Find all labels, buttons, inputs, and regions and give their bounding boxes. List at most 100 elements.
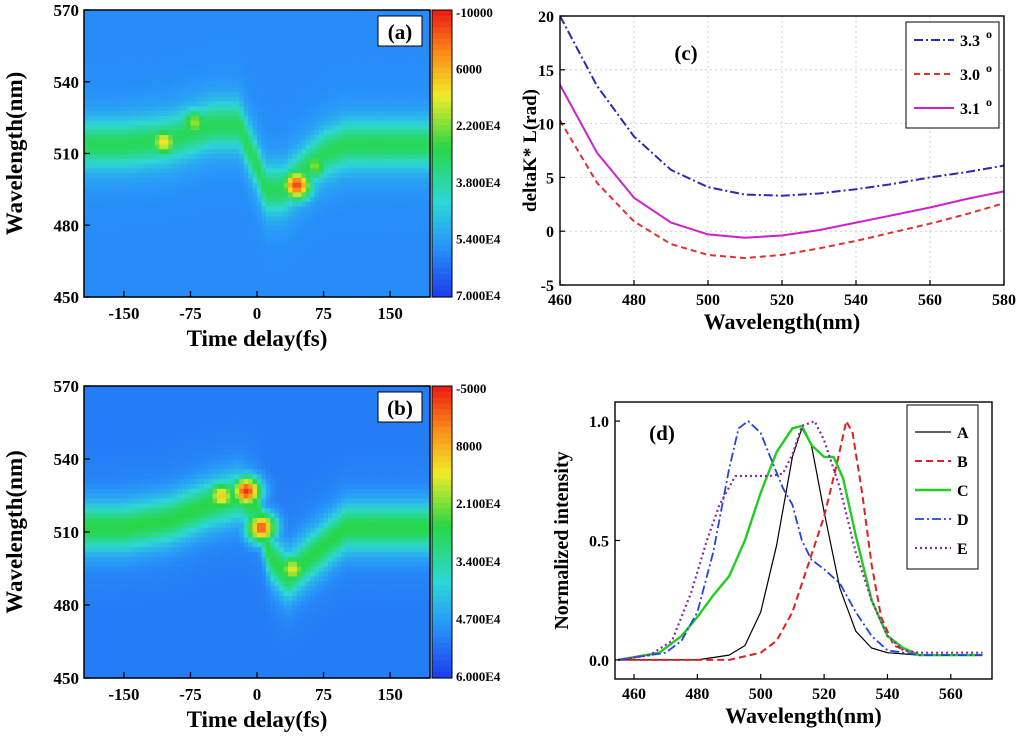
heatmap-cell — [359, 76, 365, 83]
heatmap-cell — [407, 139, 413, 145]
heatmap-cell — [257, 158, 263, 164]
heatmap-cell — [110, 57, 116, 64]
heatmap-cell — [106, 292, 112, 298]
heatmap-cell — [92, 653, 98, 660]
heatmap-cell — [163, 43, 169, 49]
heatmap-cell — [310, 62, 316, 68]
heatmap-cell — [92, 502, 98, 509]
heatmap-cell — [252, 215, 258, 222]
heatmap-cell — [367, 14, 373, 21]
heatmap-cell — [319, 29, 325, 35]
heatmap-cell — [394, 230, 400, 236]
heatmap-cell — [115, 53, 121, 59]
colorbar-segment — [432, 285, 452, 292]
heatmap-cell — [314, 196, 320, 202]
heatmap-cell — [84, 517, 90, 523]
heatmap-cell — [265, 158, 271, 164]
heatmap-cell — [354, 100, 360, 107]
heatmap-cell — [261, 110, 267, 116]
heatmap-cell — [194, 177, 200, 183]
heatmap-cell — [385, 196, 391, 202]
heatmap-cell — [97, 14, 103, 21]
heatmap-cell — [194, 76, 200, 83]
heatmap-cell — [390, 220, 396, 226]
colorbar-frame — [431, 9, 453, 298]
heatmap-cell — [336, 143, 342, 150]
heatmap-cell — [119, 86, 125, 92]
heatmap-cell — [163, 139, 169, 145]
heatmap-cell — [172, 29, 178, 35]
heatmap-cell — [234, 43, 240, 49]
heatmap-cell — [181, 120, 187, 126]
heatmap-cell — [84, 643, 90, 650]
heatmap-cell — [310, 177, 316, 183]
heatmap-cell — [199, 244, 205, 250]
heatmap-cell — [265, 86, 271, 92]
heatmap-cell — [398, 158, 404, 164]
heatmap-cell — [88, 287, 94, 293]
heatmap-cell — [190, 182, 196, 188]
heatmap-cell — [203, 172, 209, 179]
heatmap-cell — [194, 143, 200, 150]
heatmap-cell — [248, 72, 254, 78]
heatmap-cell — [225, 143, 231, 150]
heatmap-cell — [390, 10, 396, 16]
heatmap-cell — [225, 129, 231, 135]
heatmap-cell — [186, 268, 192, 274]
heatmap-cell — [208, 86, 214, 92]
heatmap-cell — [234, 249, 240, 255]
heatmap-cell — [252, 43, 258, 49]
heatmap-cell — [416, 86, 422, 92]
heatmap-cell — [123, 43, 129, 49]
heatmap-cell — [84, 522, 90, 528]
heatmap-cell — [301, 177, 307, 183]
heatmap-cell — [141, 220, 147, 226]
heatmap-cell — [128, 33, 134, 40]
heatmap-cell — [252, 143, 258, 150]
heatmap-cell — [150, 43, 156, 49]
heatmap-cell — [367, 292, 373, 298]
heatmap-cell — [403, 86, 409, 92]
heatmap-cell — [243, 134, 249, 140]
heatmap-cell — [137, 24, 143, 30]
heatmap-cell — [390, 53, 396, 59]
heatmap-cell — [425, 110, 431, 116]
heatmap-cell — [119, 277, 125, 284]
heatmap-cell — [172, 33, 178, 40]
heatmap-cell — [123, 72, 129, 78]
heatmap-cell — [363, 225, 369, 231]
heatmap-cell — [123, 148, 129, 155]
heatmap-cell — [394, 220, 400, 226]
heatmap-cell — [115, 100, 121, 107]
heatmap-cell — [234, 33, 240, 40]
heatmap-cell — [212, 287, 218, 293]
heatmap-cell — [92, 153, 98, 159]
heatmap-cell — [97, 292, 103, 298]
heatmap-cell — [336, 277, 342, 284]
heatmap-cell — [283, 91, 289, 97]
heatmap-cell — [394, 91, 400, 97]
heatmap-cell — [407, 268, 413, 274]
heatmap-cell — [146, 263, 152, 269]
heatmap-cell — [234, 230, 240, 236]
heatmap-cell — [310, 53, 316, 59]
heatmap-cell — [123, 163, 129, 169]
heatmap-cell — [252, 158, 258, 164]
heatmap-cell — [274, 177, 280, 183]
heatmap-cell — [412, 48, 418, 54]
heatmap-cell — [239, 177, 245, 183]
heatmap-cell — [292, 196, 298, 202]
heatmap-cell — [248, 91, 254, 97]
heatmap-cell — [305, 287, 311, 293]
heatmap-cell — [194, 225, 200, 231]
heatmap-cell — [265, 100, 271, 107]
heatmap-cell — [106, 96, 112, 102]
heatmap-cell — [84, 449, 90, 455]
heatmap-cell — [345, 263, 351, 269]
heatmap-cell — [141, 124, 147, 131]
heatmap-cell — [274, 191, 280, 198]
heatmap-cell — [270, 72, 276, 78]
heatmap-cell — [141, 239, 147, 245]
heatmap-cell — [394, 100, 400, 107]
heatmap-cell — [288, 153, 294, 159]
